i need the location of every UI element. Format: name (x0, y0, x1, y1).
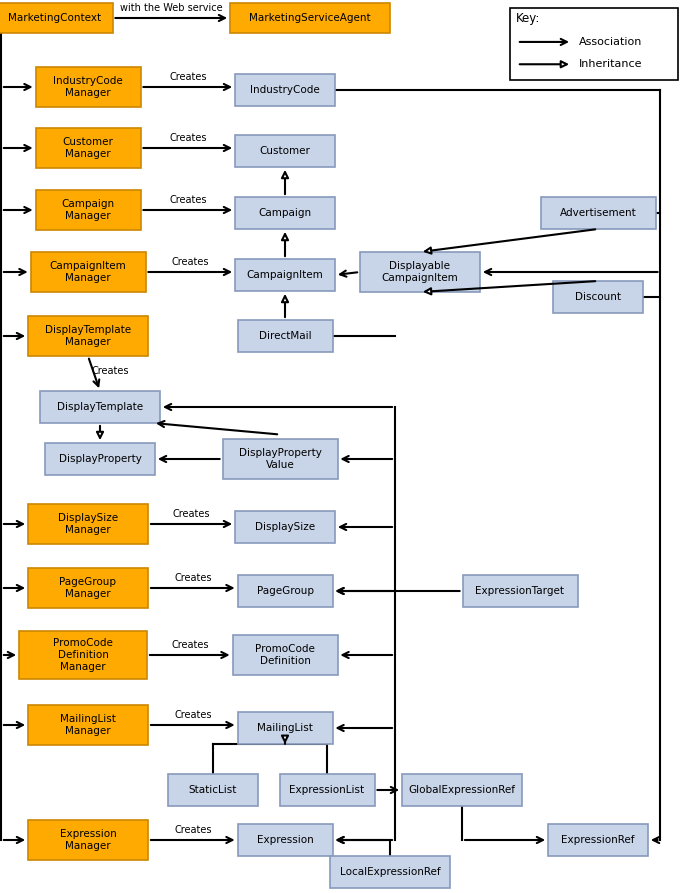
Text: LocalExpressionRef: LocalExpressionRef (340, 867, 440, 877)
Text: IndustryCode: IndustryCode (250, 85, 320, 95)
Text: Inheritance: Inheritance (579, 59, 643, 70)
Text: Creates: Creates (169, 133, 206, 143)
Text: Creates: Creates (92, 366, 129, 376)
Text: DisplayProperty: DisplayProperty (58, 454, 142, 464)
Text: Uses to communicate
with the Web service: Uses to communicate with the Web service (118, 0, 224, 13)
FancyBboxPatch shape (237, 575, 332, 607)
Text: MarketingContext: MarketingContext (8, 13, 102, 23)
FancyBboxPatch shape (237, 824, 332, 856)
Text: Customer: Customer (259, 146, 310, 156)
FancyBboxPatch shape (230, 3, 390, 33)
FancyBboxPatch shape (235, 74, 335, 106)
Text: Creates: Creates (174, 572, 211, 582)
FancyBboxPatch shape (19, 631, 147, 679)
Text: DisplaySize
Manager: DisplaySize Manager (58, 513, 118, 535)
FancyBboxPatch shape (235, 259, 335, 291)
FancyBboxPatch shape (330, 856, 450, 888)
FancyBboxPatch shape (0, 3, 113, 33)
FancyBboxPatch shape (40, 391, 160, 423)
Text: StaticList: StaticList (189, 785, 237, 795)
Text: Discount: Discount (575, 292, 621, 302)
FancyBboxPatch shape (402, 774, 522, 806)
Text: Key:: Key: (515, 13, 540, 26)
FancyBboxPatch shape (28, 820, 148, 860)
Text: ExpressionList: ExpressionList (290, 785, 365, 795)
Text: MailingList: MailingList (257, 723, 313, 733)
Text: PageGroup
Manager: PageGroup Manager (59, 577, 116, 599)
Text: PageGroup: PageGroup (257, 586, 314, 596)
Text: IndustryCode
Manager: IndustryCode Manager (53, 76, 123, 98)
Text: MailingList
Manager: MailingList Manager (60, 714, 116, 736)
FancyBboxPatch shape (28, 316, 148, 356)
Text: PromoCode
Definition: PromoCode Definition (255, 644, 315, 666)
FancyBboxPatch shape (237, 320, 332, 352)
FancyBboxPatch shape (235, 511, 335, 543)
FancyBboxPatch shape (28, 568, 148, 608)
FancyBboxPatch shape (237, 712, 332, 744)
Text: PromoCode
Definition
Manager: PromoCode Definition Manager (53, 638, 113, 672)
Text: Expression: Expression (257, 835, 313, 845)
Text: DirectMail: DirectMail (259, 331, 311, 341)
FancyBboxPatch shape (36, 190, 140, 230)
Text: Creates: Creates (169, 195, 206, 204)
FancyBboxPatch shape (28, 705, 148, 745)
FancyBboxPatch shape (235, 135, 335, 167)
Text: DisplayTemplate
Manager: DisplayTemplate Manager (45, 325, 131, 346)
Text: Campaign: Campaign (259, 208, 312, 218)
FancyBboxPatch shape (462, 575, 577, 607)
Text: Displayable
CampaignItem: Displayable CampaignItem (382, 261, 458, 283)
Text: MarketingServiceAgent: MarketingServiceAgent (249, 13, 371, 23)
FancyBboxPatch shape (510, 8, 678, 80)
Text: CampaignItem: CampaignItem (246, 270, 323, 280)
Text: Creates: Creates (173, 509, 211, 519)
FancyBboxPatch shape (541, 197, 656, 229)
Text: CampaignItem
Manager: CampaignItem Manager (50, 261, 127, 283)
FancyBboxPatch shape (45, 443, 155, 475)
FancyBboxPatch shape (360, 252, 480, 292)
Text: Creates: Creates (171, 639, 208, 649)
Text: Creates: Creates (174, 710, 211, 720)
FancyBboxPatch shape (36, 128, 140, 168)
FancyBboxPatch shape (553, 281, 643, 313)
Text: DisplaySize: DisplaySize (255, 522, 315, 532)
FancyBboxPatch shape (279, 774, 374, 806)
Text: Advertisement: Advertisement (559, 208, 636, 218)
Text: DisplayProperty
Value: DisplayProperty Value (239, 448, 321, 470)
Text: Creates: Creates (169, 71, 206, 81)
FancyBboxPatch shape (168, 774, 258, 806)
Text: GlobalExpressionRef: GlobalExpressionRef (409, 785, 515, 795)
Text: Creates: Creates (174, 824, 211, 835)
Text: Customer
Manager: Customer Manager (63, 138, 114, 159)
FancyBboxPatch shape (235, 197, 335, 229)
FancyBboxPatch shape (30, 252, 145, 292)
Text: DisplayTemplate: DisplayTemplate (57, 402, 143, 412)
Text: ExpressionRef: ExpressionRef (561, 835, 635, 845)
Text: ExpressionTarget: ExpressionTarget (475, 586, 564, 596)
FancyBboxPatch shape (36, 67, 140, 107)
Text: Expression
Manager: Expression Manager (60, 830, 116, 851)
Text: Campaign
Manager: Campaign Manager (61, 199, 115, 221)
FancyBboxPatch shape (233, 635, 338, 675)
FancyBboxPatch shape (548, 824, 648, 856)
Text: Creates: Creates (171, 256, 209, 267)
Text: Association: Association (579, 37, 642, 47)
FancyBboxPatch shape (28, 504, 148, 544)
FancyBboxPatch shape (222, 439, 338, 479)
